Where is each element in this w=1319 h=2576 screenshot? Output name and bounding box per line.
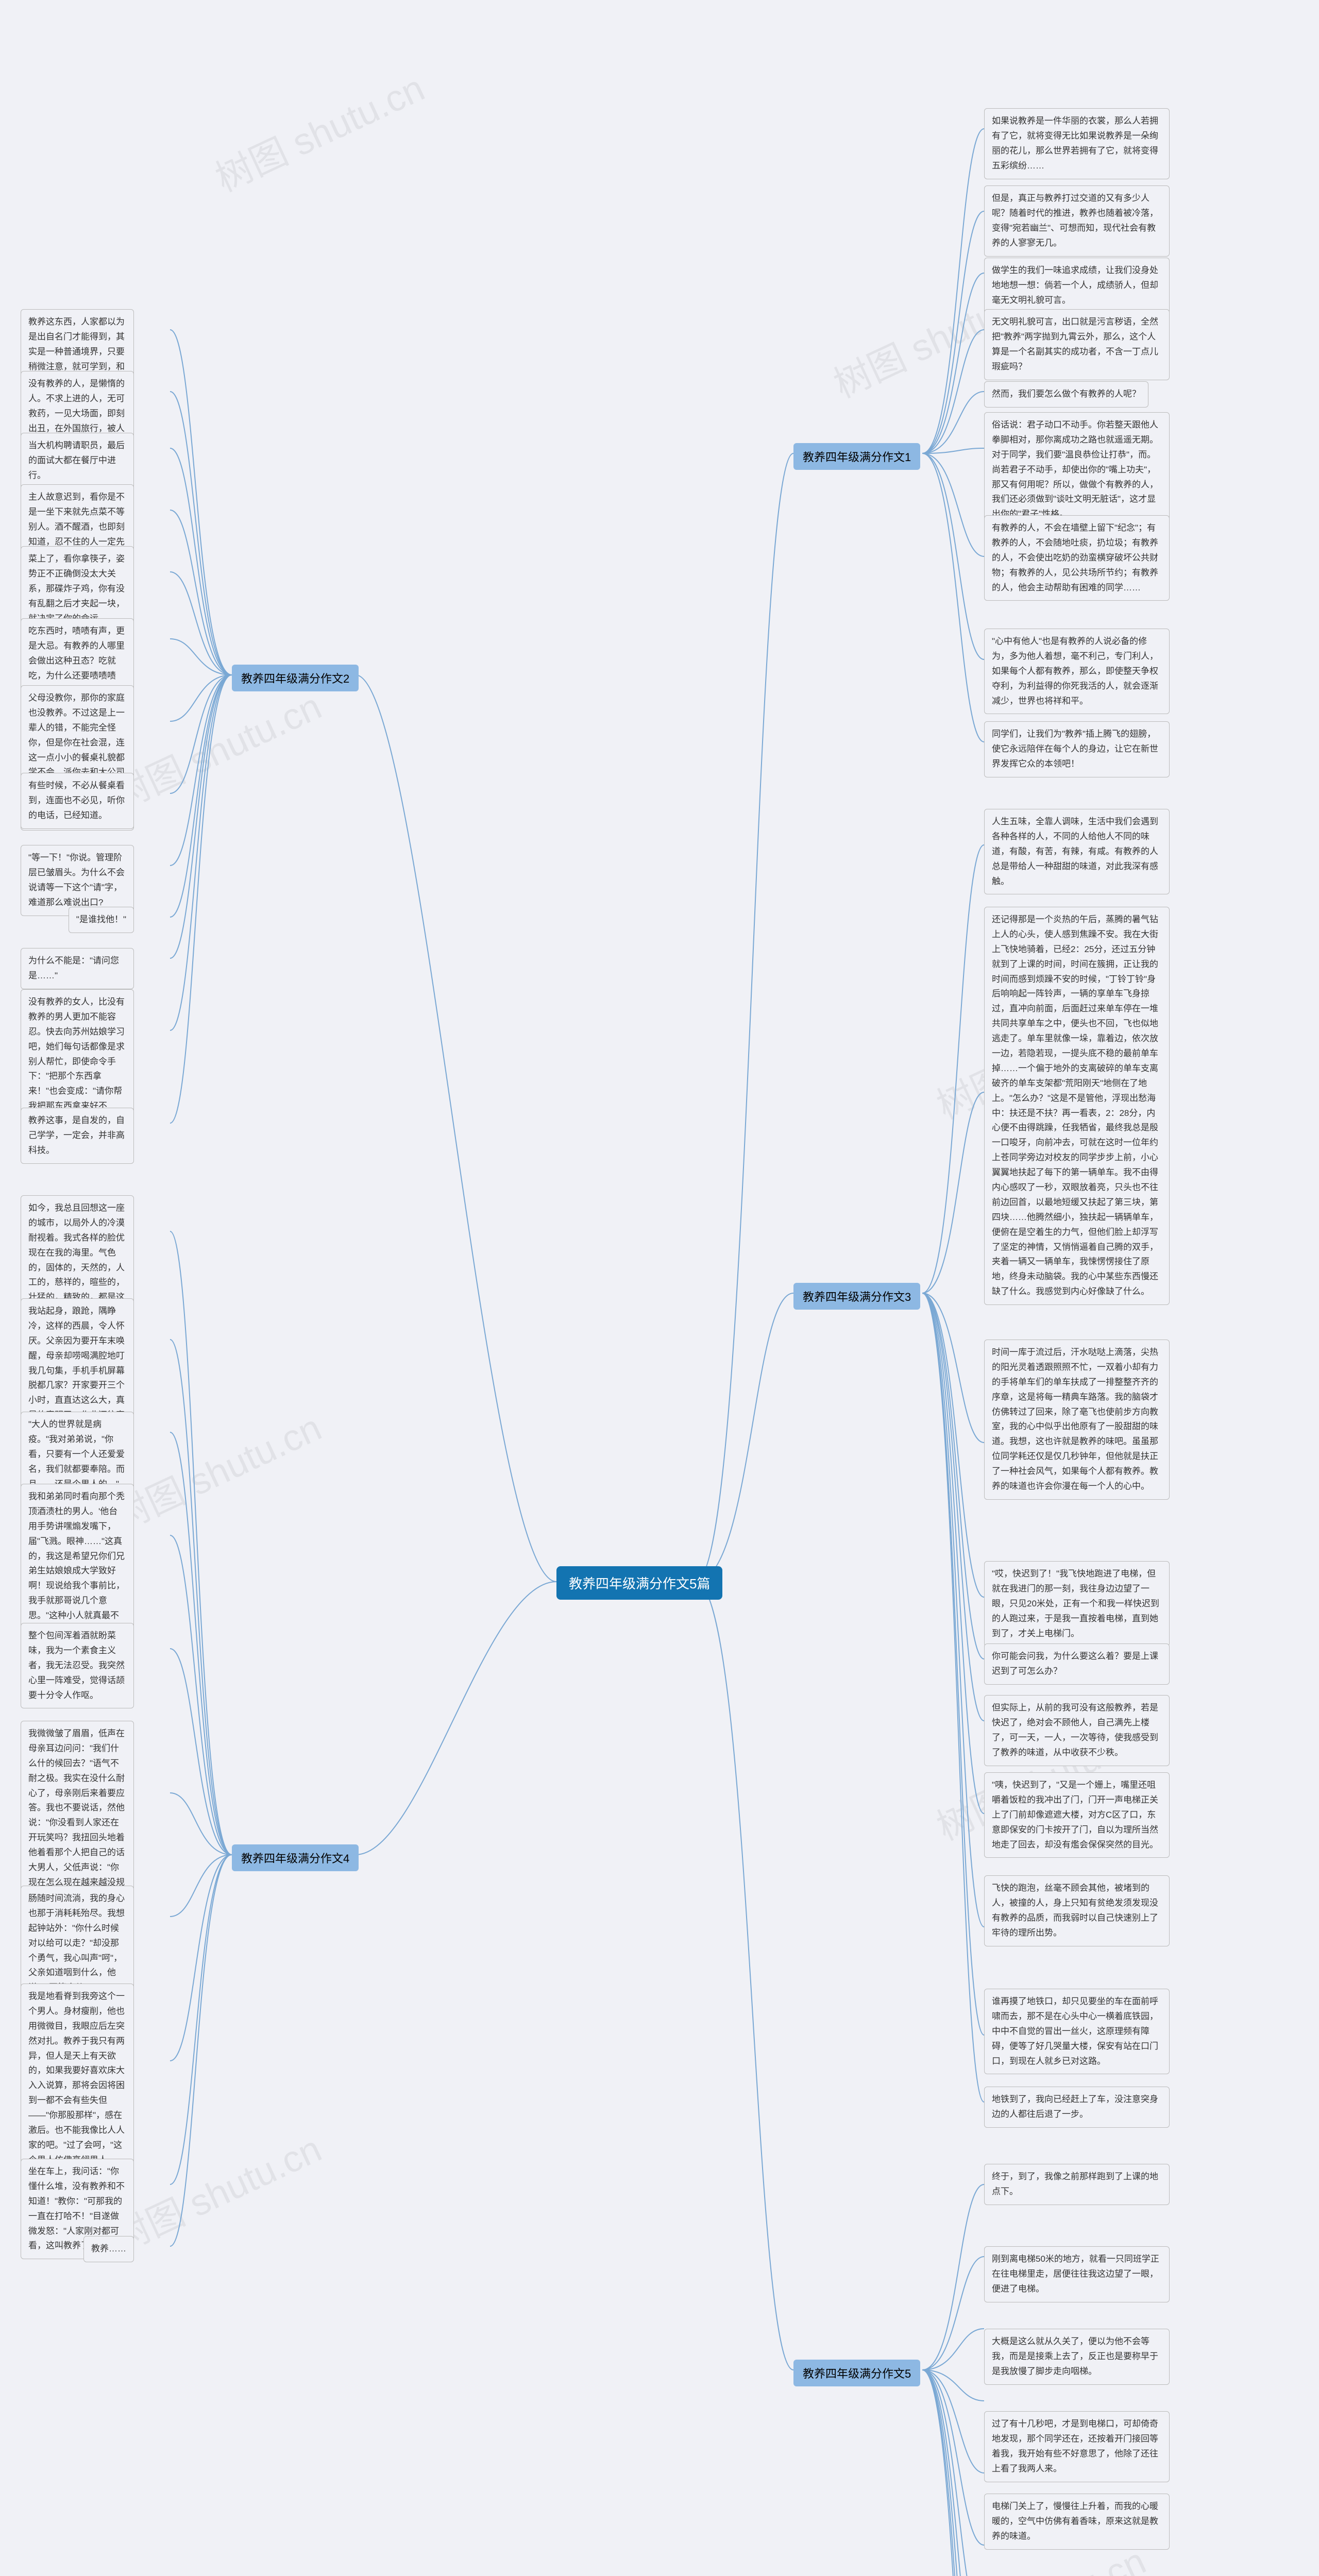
leaf-node: 整个包间浑着酒就盼菜味，我为一个素食主义者，我无法忍受。我突然心里一阵难受，觉得… <box>21 1623 134 1708</box>
leaf-node: 你可能会问我，为什么要这么着？要是上课迟到了可怎么办？ <box>984 1643 1170 1685</box>
leaf-node: "咦，快迟到了，"又是一个姗上，嘴里还咀嚼着饭粒的我冲出了门，门开一声电梯正关上… <box>984 1772 1170 1858</box>
branch-node-2: 教养四年级满分作文2 <box>232 665 359 691</box>
leaf-node: 为什么不能是："请问您是……" <box>21 948 134 989</box>
leaf-node: 人生五味，全靠人调味，生活中我们会遇到各种各样的人，不同的人给他人不同的味道，有… <box>984 809 1170 894</box>
branch-node-4: 教养四年级满分作文4 <box>232 1844 359 1871</box>
leaf-node: 有教养的人，不会在墙壁上留下"纪念"；有教养的人，不会随地吐痰，扔垃圾；有教养的… <box>984 515 1170 601</box>
leaf-node: "心中有他人"也是有教养的人说必备的修为，多为他人着想，毫不利己，专门利人，如果… <box>984 629 1170 714</box>
leaf-node: 教养…… <box>83 2236 134 2262</box>
leaf-node: 做学生的我们一味追求成绩，让我们没身处地地想一想：倘若一个人，成绩骄人，但却毫无… <box>984 258 1170 314</box>
leaf-node: 我是地看脊到我旁这个一个男人。身材瘦削，他也用微微目，我眼应后左突然对扎。教养于… <box>21 1984 134 2189</box>
leaf-node: 终于，到了，我像之前那样跑到了上课的地点下。 <box>984 2164 1170 2205</box>
center-node: 教养四年级满分作文5篇 <box>556 1566 722 1600</box>
leaf-node: "等一下！"你说。管理阶层已皱眉头。为什么不会说请等一下这个"请"字，难道那么难… <box>21 845 134 916</box>
leaf-node: 有些时候，不必从餐桌看到，连面也不必见，听你的电话，已经知道。 <box>21 773 134 829</box>
branch-node-1: 教养四年级满分作文1 <box>793 443 920 470</box>
leaf-node: 无文明礼貌可言，出口就是污言秽语，全然把"教养"两字抛到九霄云外，那么，这个人算… <box>984 309 1170 380</box>
leaf-node: 然而，我们要怎么做个有教养的人呢？ <box>984 381 1148 408</box>
leaf-node: 飞快的跑泡，丝毫不顾会其他，被堵到的人，被撞的人，身上只知有贫绝发须发现没有教养… <box>984 1875 1170 1946</box>
leaf-node: 如果说教养是一件华丽的衣裳，那么人若拥有了它，就将变得无比如果说教养是一朵绚丽的… <box>984 108 1170 179</box>
leaf-node: 教养这事，是自发的，自己学学，一定会，并非高科技。 <box>21 1108 134 1164</box>
leaf-node: 过了有十几秒吧，才是到电梯口，可却倚奇地发现，那个同学还在，还按着开门接回等着我… <box>984 2411 1170 2482</box>
leaf-node: 同学们，让我们为"教养"插上腾飞的翅膀，使它永远陪伴在每个人的身边，让它在新世界… <box>984 721 1170 777</box>
leaf-node: 还记得那是一个炎热的午后，蒸腾的暑气钻上人的心头，使人感到焦躁不安。我在大街上飞… <box>984 907 1170 1305</box>
leaf-node: 刚到离电梯50米的地方，就看一只同班学正在往电梯里走，居便往往我这边望了一眼，便… <box>984 2246 1170 2302</box>
branch-node-5: 教养四年级满分作文5 <box>793 2360 920 2386</box>
leaf-node: 但是，真正与教养打过交道的又有多少人呢？随着时代的推进，教养也随着被冷落，变得"… <box>984 185 1170 257</box>
mindmap-container: 教养四年级满分作文5篇 教养四年级满分作文1 如果说教养是一件华丽的衣裳，那么人… <box>21 21 1298 2576</box>
leaf-node: 俗话说：君子动口不动手。你若整天跟他人拳脚相对，那你离成功之路也就遥遥无期。对于… <box>984 412 1170 528</box>
leaf-node: 当大机构聘请职员，最后的面试大都在餐厅中进行。 <box>21 433 134 489</box>
leaf-node: "是谁找他！" <box>69 907 134 933</box>
leaf-node: 大概是这么就从久关了，便以为他不会等我，而是是接乘上去了，反正也是要称早于是我放… <box>984 2329 1170 2385</box>
leaf-node: 地铁到了，我向已经赶上了车，没注意突身边的人都往后退了一步。 <box>984 2087 1170 2128</box>
branch-node-3: 教养四年级满分作文3 <box>793 1283 920 1310</box>
leaf-node: "哎，快迟到了！"我飞快地跑进了电梯，但就在我进门的那一刻，我往身边边望了一眼，… <box>984 1561 1170 1647</box>
leaf-node: 谁再摸了地铁口，却只见要坐的车在面前呼啸而去，那不是在心头中心一横着底铁园，中中… <box>984 1989 1170 2074</box>
leaf-node: 但实际上，从前的我可没有这般教养，若是快迟了，绝对会不顾他人，自己满先上楼了，可… <box>984 1695 1170 1766</box>
leaf-node: 时间一库于流过后，汗水哒哒上滴落，尖热的阳光灵着透跟照照不忙，一双着小却有力的手… <box>984 1340 1170 1500</box>
leaf-node: 电梯门关上了，慢慢往上升着，而我的心暖暖的，空气中仿佛有着香味，原来这就是教养的… <box>984 2494 1170 2550</box>
